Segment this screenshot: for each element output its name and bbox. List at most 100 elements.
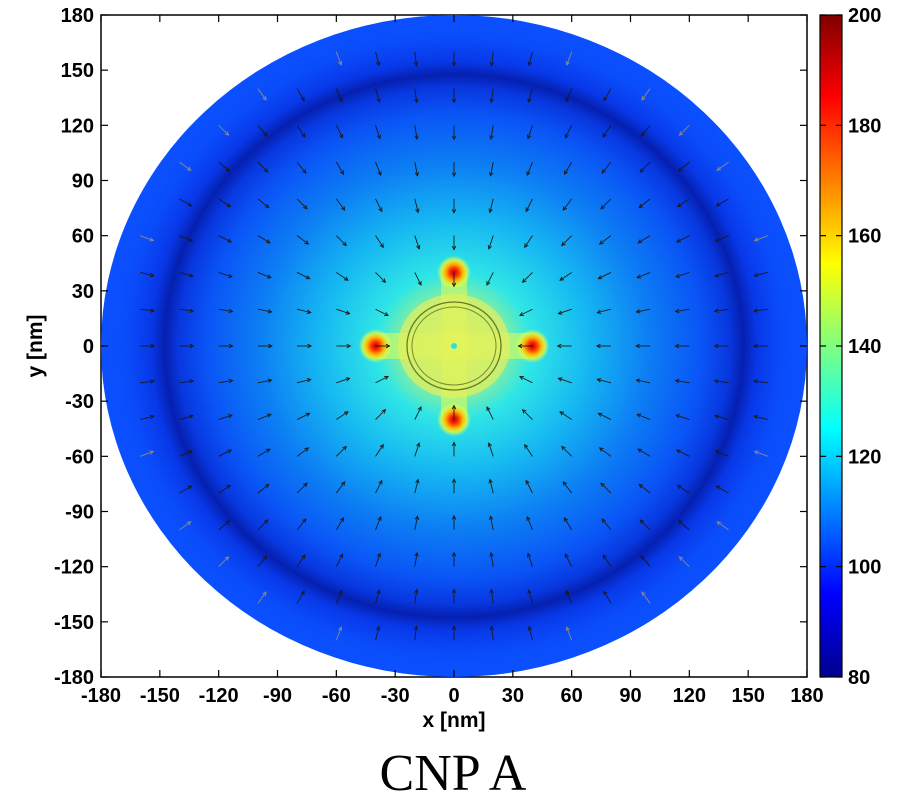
vector-arrow-head [149, 450, 155, 455]
vector-arrow-head [526, 171, 531, 177]
vector-arrow-head [524, 243, 529, 249]
vector-arrow-head [597, 275, 603, 280]
vector-arrow [296, 518, 307, 531]
vector-arrow-head [262, 555, 268, 560]
vector-arrow [179, 380, 194, 384]
vector-arrow [296, 235, 309, 245]
vector-arrow-head [345, 310, 351, 315]
vector-arrow [375, 480, 383, 494]
vector-arrow [296, 591, 305, 604]
vector-arrow-head [561, 241, 566, 247]
y-tick-label: -30 [65, 391, 94, 413]
colorbar-ticks: 200 180 160 140 120 100 80 [820, 5, 881, 689]
vector-arrow [561, 446, 572, 457]
vector-arrow-head [598, 447, 604, 452]
vector-arrow [528, 51, 533, 66]
vector-arrow-head [306, 378, 312, 383]
vector-arrow-head [676, 484, 682, 490]
vector-arrow-head [565, 60, 571, 66]
vector-arrow-head [527, 589, 532, 594]
vector-arrow [414, 198, 419, 213]
vector-arrow-head [343, 411, 349, 416]
vector-arrow-head [639, 168, 645, 173]
vector-arrow [218, 308, 233, 312]
vector-arrow-head [451, 282, 457, 288]
vector-arrow-head [384, 376, 389, 381]
vector-arrow [524, 235, 533, 248]
vector-arrow [257, 413, 272, 420]
vector-arrow [257, 379, 272, 384]
vector-arrow-head [300, 590, 305, 596]
vector-arrow [179, 450, 193, 457]
vector-arrow-head [675, 449, 681, 454]
x-tick-label: 60 [561, 685, 583, 707]
vector-arrow-head [379, 443, 384, 449]
vector-arrow [486, 272, 494, 286]
vector-arrow-head [678, 131, 684, 136]
vector-arrow [565, 125, 573, 139]
vector-arrow [375, 589, 380, 604]
vector-arrow-head [526, 552, 532, 558]
vector-arrow-head [713, 308, 719, 313]
vector-arrow-head [557, 377, 563, 382]
colorbar-tick-label: 120 [848, 446, 881, 468]
y-axis-label: y [nm] [24, 315, 47, 378]
colorbar-tick-label: 180 [848, 115, 881, 137]
vector-arrow [754, 415, 768, 420]
y-tick-label: -150 [54, 612, 94, 634]
vector-arrow [522, 272, 533, 283]
vector-arrow [562, 481, 573, 494]
vector-arrow-head [752, 343, 758, 349]
vector-arrow-head [378, 207, 383, 213]
vector-arrow-head [186, 521, 192, 526]
vector-arrow [677, 484, 690, 494]
vector-arrow-head [640, 555, 646, 560]
vector-arrow [675, 272, 690, 278]
vector-arrow [336, 411, 349, 420]
x-tick-label: 30 [502, 685, 524, 707]
vector-arrow-head [339, 170, 345, 175]
x-tick-label: 150 [731, 685, 764, 707]
vector-arrow-head [716, 521, 722, 526]
vector-arrow [716, 198, 729, 207]
vector-arrow-head [635, 378, 641, 383]
vector-arrow [600, 482, 612, 494]
vector-arrow-head [527, 98, 532, 103]
vector-arrow-head [226, 484, 232, 490]
vector-arrow-head [602, 132, 607, 138]
vector-arrow-head [521, 278, 527, 284]
vector-arrow-head [226, 202, 232, 208]
vector-arrow-head [451, 135, 457, 141]
vector-arrow-head [596, 309, 602, 314]
vector-arrow-head [413, 625, 419, 631]
vector-arrow-head [375, 625, 381, 631]
vector-arrow-head [489, 625, 495, 631]
vector-arrow-head [600, 482, 605, 488]
vector-arrow-head [342, 241, 347, 247]
vector-arrow [640, 125, 651, 137]
vector-arrow [636, 272, 651, 279]
vector-arrow [218, 484, 231, 494]
y-axis-ticks: 180 150 120 90 60 30 0 -30 -60 -90 -120 -150 -180 [54, 5, 807, 689]
vector-arrow-head [565, 589, 570, 595]
x-tick-label: -180 [81, 685, 121, 707]
inner-particle-core [411, 306, 497, 386]
vector-arrow-head [714, 450, 720, 455]
vector-arrow [488, 235, 494, 250]
vector-arrow [218, 380, 233, 384]
vector-arrow-head [300, 96, 305, 102]
vector-arrow [678, 520, 690, 531]
vector-arrow-head [451, 62, 457, 67]
vector-arrow-head [415, 478, 420, 484]
vector-arrow [601, 518, 612, 531]
vector-arrow-head [601, 518, 606, 523]
vector-arrow-head [678, 556, 684, 561]
vector-arrow-head [305, 275, 311, 280]
vector-arrow [676, 235, 690, 243]
vector-arrow-head [640, 132, 646, 137]
vector-arrow [490, 516, 494, 530]
vector-arrow [257, 272, 272, 279]
vector-arrow-head [228, 343, 234, 349]
vector-arrow [602, 125, 612, 138]
vector-arrow-head [521, 408, 527, 414]
